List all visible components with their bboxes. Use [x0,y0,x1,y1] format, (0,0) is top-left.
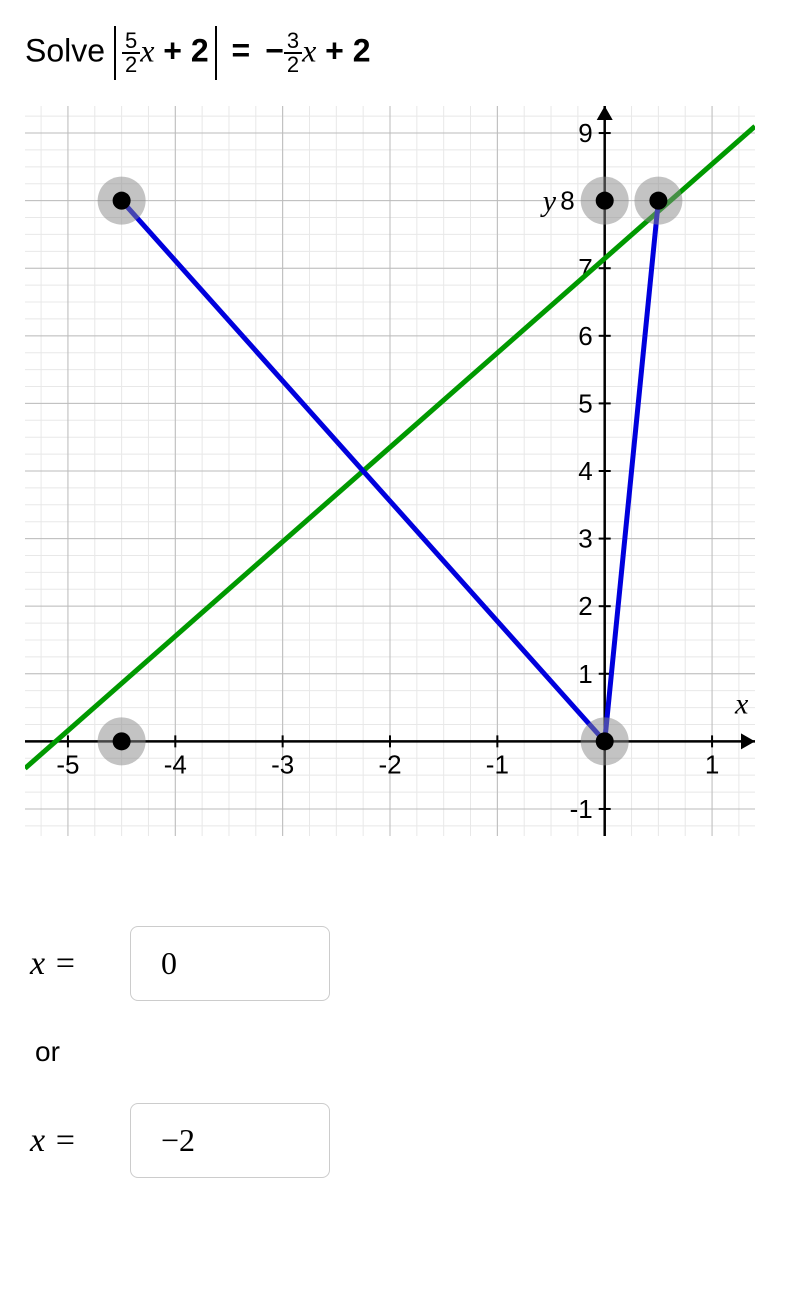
rhs-fraction: 3 2 [284,30,302,76]
svg-text:-3: -3 [271,749,294,779]
svg-text:1: 1 [578,659,592,689]
svg-text:-5: -5 [56,749,79,779]
svg-text:3: 3 [578,524,592,554]
rhs-constant: + 2 [325,32,370,68]
svg-text:5: 5 [578,388,592,418]
svg-text:-1: -1 [486,749,509,779]
svg-text:-4: -4 [164,749,187,779]
answer-label-1: x = [30,945,105,983]
equals-sign: = [232,32,251,68]
rhs-negative: − [265,32,284,68]
svg-text:6: 6 [578,321,592,351]
answer-row-2: x = −2 [30,1103,760,1178]
svg-text:4: 4 [578,456,592,486]
svg-text:y: y [540,185,557,218]
lhs-constant: + 2 [163,32,208,68]
chart-svg[interactable]: -5-4-3-2-11-1123456789xy [25,106,755,836]
solve-prefix: Solve [25,32,105,68]
answer-row-1: x = 0 [30,926,760,1001]
or-text: or [35,1036,760,1068]
svg-text:1: 1 [705,749,719,779]
answer-label-2: x = [30,1122,105,1160]
svg-text:2: 2 [578,591,592,621]
graph-area[interactable]: -5-4-3-2-11-1123456789xy [25,106,755,836]
svg-text:x: x [734,687,749,720]
svg-text:9: 9 [578,118,592,148]
answers-section: x = 0 or x = −2 [30,926,760,1178]
problem-statement: Solve 5 2 x + 2 = − 3 2 x + 2 [25,30,760,76]
lhs-variable: x [140,32,154,68]
svg-text:-2: -2 [378,749,401,779]
answer-input-1[interactable]: 0 [130,926,330,1001]
answer-input-2[interactable]: −2 [130,1103,330,1178]
rhs-variable: x [302,32,316,68]
lhs-fraction: 5 2 [122,30,140,76]
abs-expression: 5 2 x + 2 [114,30,217,76]
svg-text:8: 8 [560,186,574,216]
svg-text:-1: -1 [570,794,593,824]
